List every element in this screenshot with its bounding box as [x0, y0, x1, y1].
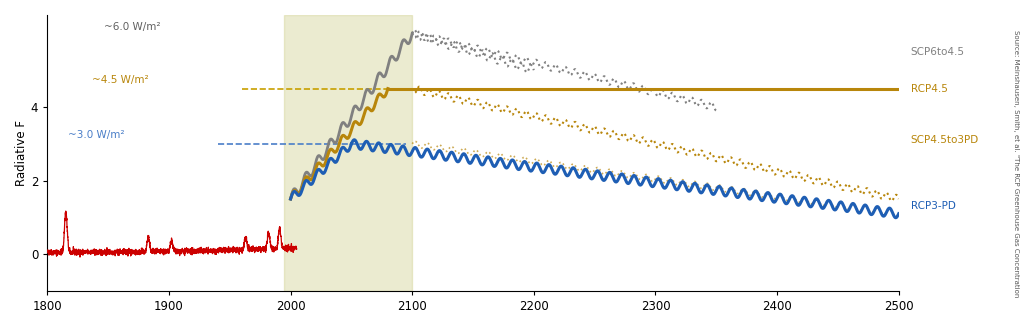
Text: RCP4.5: RCP4.5 — [911, 84, 948, 93]
Text: ~6.0 W/m²: ~6.0 W/m² — [104, 22, 161, 32]
Text: SCP6to4.5: SCP6to4.5 — [911, 47, 965, 57]
Y-axis label: Radiative F: Radiative F — [15, 120, 28, 186]
Text: SCP4.5to3PD: SCP4.5to3PD — [911, 135, 979, 145]
Text: ~3.0 W/m²: ~3.0 W/m² — [68, 130, 124, 140]
Text: Source: Meinshausen, Smith, et al. "The RCP Greenhouse Gas Concentration: Source: Meinshausen, Smith, et al. "The … — [1013, 30, 1019, 298]
Bar — [285, 15, 413, 291]
Text: ~4.5 W/m²: ~4.5 W/m² — [92, 75, 148, 85]
Text: RCP3-PD: RCP3-PD — [911, 201, 955, 211]
